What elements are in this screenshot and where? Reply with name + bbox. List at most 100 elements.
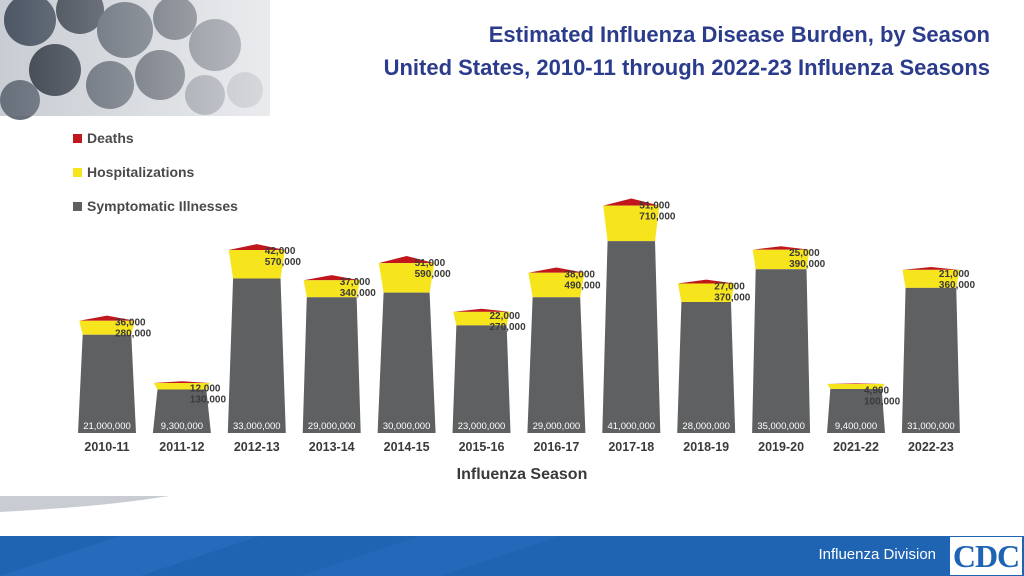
hospitalizations-data-label: 280,000 [115,329,152,340]
deaths-data-label: 4,900 [864,385,889,396]
hospitalizations-data-label: 130,000 [190,394,227,405]
illnesses-data-label: 30,000,000 [383,421,431,432]
legend-item-deaths: Deaths [73,130,134,146]
deaths-mark [153,381,210,383]
deaths-data-label: 37,000 [340,277,371,288]
illnesses-mark [452,325,511,433]
legend-swatch-illnesses [73,201,82,211]
deaths-data-label: 51,000 [415,258,446,269]
hospitalizations-mark [453,311,510,326]
hospitalizations-mark [603,205,660,242]
deaths-mark [677,279,735,284]
season-tick-label: 2017-18 [608,440,654,454]
hospitalizations-data-label: 710,000 [639,211,676,222]
deaths-mark [752,246,810,250]
hospitalizations-mark [677,283,735,302]
hospitalizations-data-label: 490,000 [564,280,601,291]
illnesses-data-label: 9,400,000 [835,421,877,432]
illnesses-mark [901,287,960,433]
season-tick-label: 2010-11 [84,440,129,454]
deaths-data-label: 36,000 [115,318,146,329]
footer-bar: Influenza Division [0,536,1024,576]
season-tick-label: 2022-23 [908,440,954,454]
illnesses-mark [377,292,436,433]
illnesses-data-label: 35,000,000 [757,421,805,432]
footer-division-label: Influenza Division [818,546,936,563]
deaths-data-label: 12,000 [190,383,221,394]
illnesses-mark [827,389,885,433]
illnesses-mark [227,278,286,433]
illnesses-data-label: 21,000,000 [83,421,131,432]
hospitalizations-data-label: 370,000 [714,293,751,304]
deaths-mark [827,383,885,385]
illnesses-data-label: 9,300,000 [161,421,203,432]
deaths-mark [378,255,435,264]
illnesses-data-label: 28,000,000 [682,421,730,432]
illnesses-data-label: 41,000,000 [608,421,656,432]
deaths-data-label: 42,000 [265,246,296,257]
hospitalizations-mark [303,280,360,298]
illnesses-mark [78,334,136,433]
hospitalizations-mark [153,382,210,390]
illnesses-mark [752,269,811,433]
deaths-data-label: 38,000 [564,269,595,280]
hospitalizations-mark [827,384,885,390]
hospitalizations-data-label: 360,000 [939,280,976,291]
hospitalizations-data-label: 390,000 [789,259,826,270]
illnesses-data-label: 23,000,000 [458,421,506,432]
deaths-mark [303,275,360,281]
legend-swatch-deaths [73,133,82,143]
hospitalizations-data-label: 590,000 [415,269,452,280]
season-tick-label: 2011-12 [159,440,204,454]
season-tick-label: 2021-22 [833,440,879,454]
legend-item-hospitalizations: Hospitalizations [73,164,194,180]
deaths-mark [228,244,285,251]
hospitalizations-mark [378,263,435,293]
cdc-logo: CDC [950,537,1022,575]
deaths-mark [528,267,585,273]
hospitalizations-mark [752,249,810,270]
deaths-data-label: 51,000 [639,200,670,211]
season-tick-label: 2015-16 [459,440,505,454]
hospitalizations-data-label: 570,000 [265,257,302,268]
season-tick-label: 2019-20 [758,440,804,454]
chart-title-line2: United States, 2010-11 through 2022-23 I… [383,55,990,80]
hospitalizations-data-label: 270,000 [490,322,527,333]
hospitalizations-data-label: 340,000 [340,288,377,299]
chart-title-line1: Estimated Influenza Disease Burden, by S… [488,22,990,47]
illnesses-data-label: 29,000,000 [308,421,356,432]
illnesses-mark [602,241,661,433]
hospitalizations-mark [902,269,960,288]
deaths-mark [902,266,960,270]
illnesses-mark [677,301,736,433]
hospitalizations-data-label: 100,000 [864,396,901,407]
illnesses-mark [527,297,586,433]
deaths-data-label: 27,000 [714,282,745,293]
legend-swatch-hospitalizations [73,167,82,177]
deaths-mark [453,308,510,312]
cdc-logo-text: CDC [952,537,1020,574]
decorative-wave [0,496,170,512]
season-tick-label: 2013-14 [309,440,355,454]
deaths-data-label: 22,000 [490,311,521,322]
illnesses-data-label: 31,000,000 [907,421,955,432]
season-tick-label: 2016-17 [533,440,579,454]
hospitalizations-mark [79,320,135,335]
legend-label-hospitalizations: Hospitalizations [87,164,195,180]
season-tick-label: 2012-13 [234,440,280,454]
legend-label-deaths: Deaths [87,130,134,146]
footer-stripes [0,536,560,576]
season-tick-label: 2014-15 [384,440,430,454]
season-tick-label: 2018-19 [683,440,729,454]
illnesses-mark [302,297,361,433]
hospitalizations-mark [528,272,585,298]
decorative-virus-image [0,0,270,120]
deaths-data-label: 25,000 [789,248,820,259]
deaths-mark [603,198,660,206]
deaths-data-label: 21,000 [939,269,970,280]
legend-item-illnesses: Symptomatic Illnesses [73,198,238,214]
illnesses-data-label: 33,000,000 [233,421,281,432]
illnesses-mark [152,389,211,433]
legend-label-illnesses: Symptomatic Illnesses [87,198,238,214]
